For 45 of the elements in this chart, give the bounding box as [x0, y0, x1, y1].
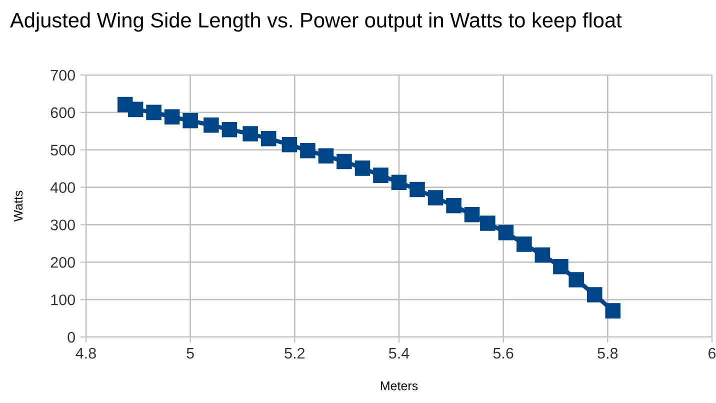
point: [354, 160, 370, 176]
point: [516, 236, 532, 252]
point: [605, 303, 621, 318]
point: [242, 126, 258, 142]
point: [318, 148, 334, 164]
point: [260, 130, 276, 146]
point: [300, 142, 316, 158]
chart-title: Adjusted Wing Side Length vs. Power output in Watts to keep float: [10, 12, 622, 32]
point: [391, 174, 407, 190]
point: [128, 102, 144, 118]
point: [586, 287, 602, 302]
x-tick-label: 5.2: [284, 348, 305, 359]
x-tick-label: 5: [186, 348, 194, 359]
point: [410, 182, 425, 198]
y-tick-label: 0: [68, 332, 75, 343]
y-tick-label: 400: [50, 182, 75, 193]
x-tick-label: 5.8: [598, 348, 618, 359]
point: [480, 216, 496, 231]
point: [222, 122, 238, 138]
point: [553, 258, 568, 274]
point: [428, 190, 444, 206]
x-tick-label: 4.8: [76, 348, 96, 359]
y-tick-label: 100: [51, 294, 75, 306]
x-tick-label: 6: [708, 348, 716, 359]
point: [336, 154, 352, 170]
x-axis-title: Meters: [380, 382, 418, 390]
y-tick-label: 700: [50, 70, 75, 81]
point: [568, 272, 584, 288]
y-tick-label: 600: [50, 107, 75, 118]
point: [182, 113, 198, 128]
x-tick-label: 5.6: [493, 348, 514, 359]
y-tick-label: 300: [50, 220, 75, 230]
y-axis-title: Watts: [14, 190, 23, 222]
point: [498, 224, 514, 240]
point: [534, 247, 550, 263]
x-tick-label: 5.4: [388, 348, 410, 359]
point: [464, 206, 480, 222]
point: [146, 104, 162, 120]
y-tick-label: 200: [50, 257, 75, 268]
point: [373, 168, 388, 183]
point: [164, 109, 180, 125]
y-tick-label: 500: [50, 144, 75, 156]
point: [204, 118, 219, 133]
point: [282, 136, 298, 152]
point: [446, 198, 462, 214]
